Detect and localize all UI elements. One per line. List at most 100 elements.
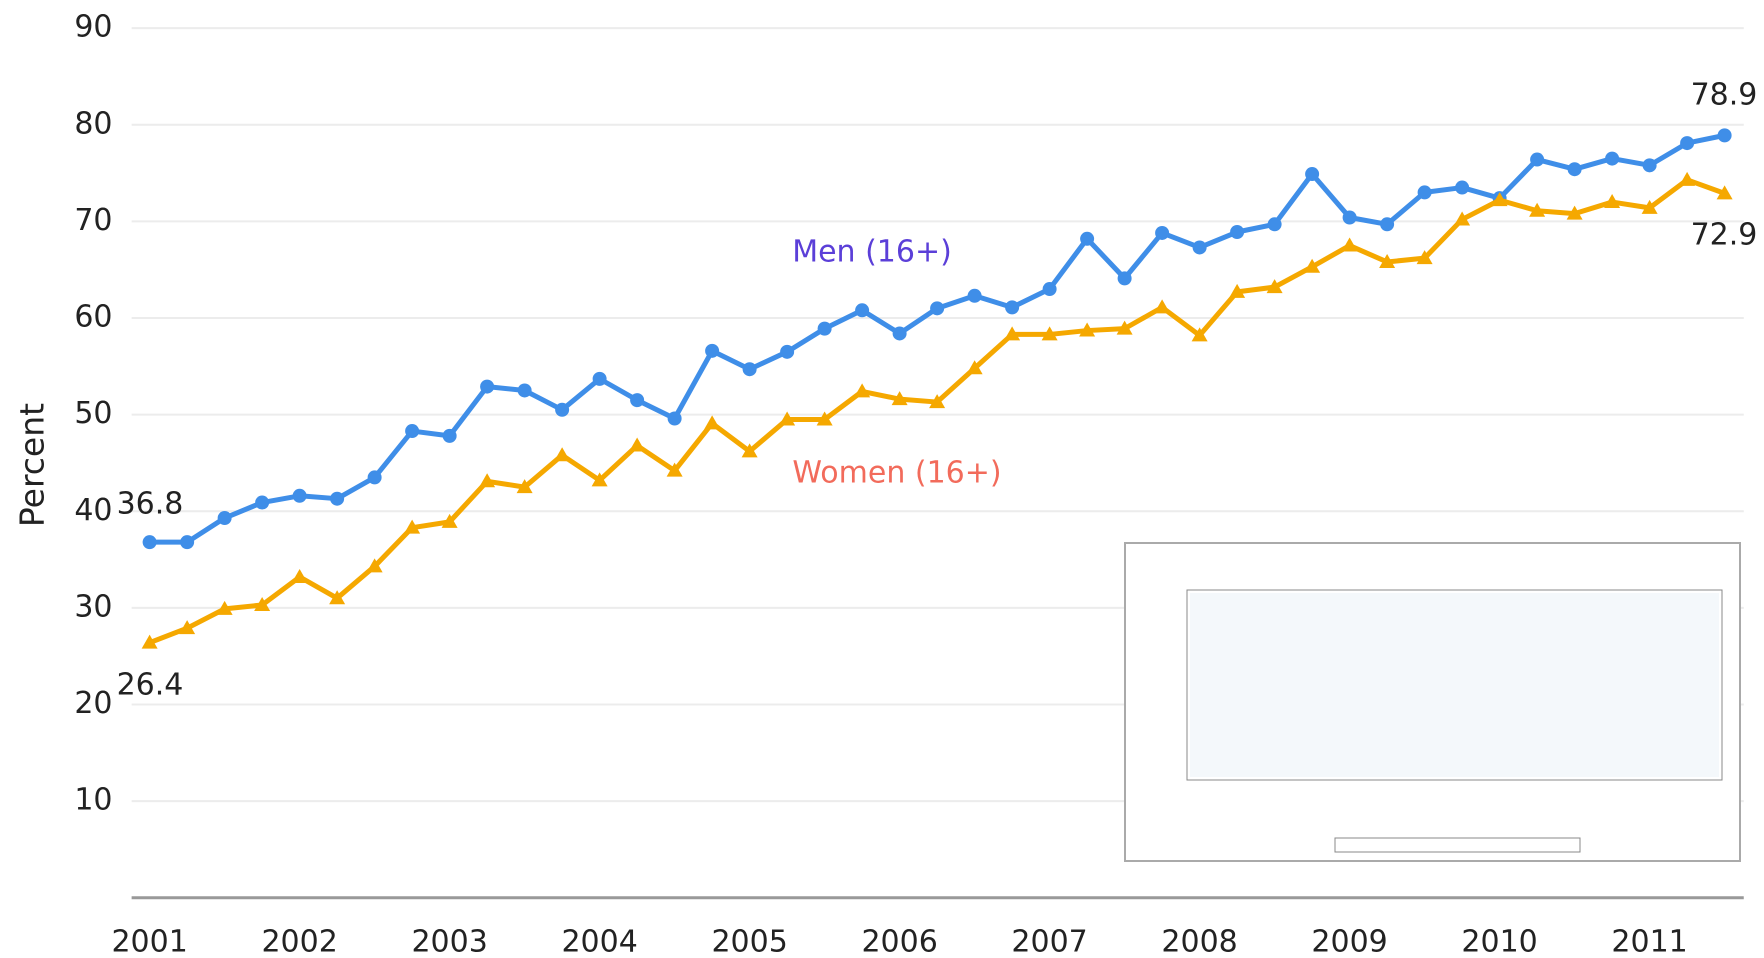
point	[1229, 283, 1246, 298]
point	[1116, 320, 1133, 335]
point	[441, 513, 458, 528]
point	[1080, 231, 1095, 246]
point	[329, 590, 346, 605]
point	[1380, 217, 1395, 232]
data-label: 26.4	[117, 668, 184, 703]
point	[930, 301, 945, 316]
point	[1567, 162, 1582, 177]
point	[1005, 300, 1020, 315]
y-axis-label: Percent	[13, 403, 52, 527]
point	[179, 620, 196, 635]
x-tick-label: 2003	[411, 924, 487, 958]
data-label: 72.9	[1691, 218, 1758, 253]
point	[1004, 326, 1021, 341]
y-tick-label: 10	[74, 783, 112, 818]
y-tick-label: 90	[74, 10, 112, 45]
point	[554, 447, 571, 462]
x-tick-label: 2010	[1461, 924, 1537, 958]
point	[780, 344, 795, 359]
point	[1041, 326, 1058, 341]
point	[1379, 253, 1396, 268]
point	[367, 470, 382, 485]
point	[1604, 194, 1621, 209]
y-tick-label: 40	[74, 493, 112, 528]
point	[854, 383, 871, 398]
point	[967, 288, 982, 303]
point	[1680, 136, 1695, 151]
data-label: 78.9	[1691, 78, 1758, 113]
data-label: 36.8	[117, 487, 184, 522]
point	[1716, 185, 1733, 200]
x-tick-label: 2006	[861, 924, 937, 958]
point	[405, 424, 420, 439]
point	[1342, 210, 1357, 225]
point	[667, 411, 682, 426]
point	[366, 558, 383, 573]
point	[1642, 158, 1657, 173]
y-tick-label: 30	[74, 589, 112, 624]
point	[741, 443, 758, 458]
point	[929, 394, 946, 409]
point	[1641, 199, 1658, 214]
point	[1717, 128, 1732, 143]
x-tick-label: 2007	[1011, 924, 1087, 958]
point	[1455, 180, 1470, 195]
point	[966, 360, 983, 375]
point	[1042, 282, 1057, 297]
point	[255, 495, 270, 510]
point	[516, 479, 533, 494]
y-tick-label: 60	[74, 300, 112, 335]
point	[330, 491, 345, 506]
point	[816, 411, 833, 426]
point	[1416, 250, 1433, 265]
x-tick-label: 2002	[261, 924, 337, 958]
point	[1305, 167, 1320, 182]
point	[630, 393, 645, 408]
inset-legend	[1334, 837, 1581, 853]
point	[779, 411, 796, 426]
x-tick-label: 2005	[711, 924, 787, 958]
inset-chart	[1124, 542, 1741, 862]
point	[1417, 185, 1432, 200]
point	[517, 383, 532, 398]
point	[705, 343, 720, 358]
point	[404, 519, 421, 534]
point	[479, 473, 496, 488]
y-tick-label: 50	[74, 396, 112, 431]
point	[1304, 258, 1321, 273]
point	[1266, 279, 1283, 294]
x-tick-label: 2011	[1611, 924, 1687, 958]
point	[217, 511, 232, 526]
point	[1192, 240, 1207, 255]
point	[1454, 211, 1471, 226]
point	[480, 379, 495, 394]
y-tick-label: 70	[74, 203, 112, 238]
point	[1491, 192, 1508, 207]
point	[704, 415, 721, 430]
point	[629, 437, 646, 452]
point	[1529, 202, 1546, 217]
point	[180, 535, 195, 550]
point	[1605, 151, 1620, 166]
point	[817, 321, 832, 336]
x-tick-label: 2004	[561, 924, 637, 958]
point	[1191, 327, 1208, 342]
point	[1566, 205, 1583, 220]
point	[1230, 225, 1245, 240]
point	[892, 326, 907, 341]
point	[1079, 322, 1096, 337]
point	[855, 303, 870, 318]
point	[254, 596, 271, 611]
point	[216, 600, 233, 615]
x-tick-label: 2009	[1311, 924, 1387, 958]
point	[1267, 217, 1282, 232]
point	[1117, 271, 1132, 286]
series-label: Women (16+)	[792, 456, 1001, 491]
point	[742, 362, 757, 377]
y-tick-label: 80	[74, 106, 112, 141]
x-tick-label: 2008	[1161, 924, 1237, 958]
series-label: Men (16+)	[792, 235, 952, 270]
point	[891, 391, 908, 406]
point	[1679, 171, 1696, 186]
